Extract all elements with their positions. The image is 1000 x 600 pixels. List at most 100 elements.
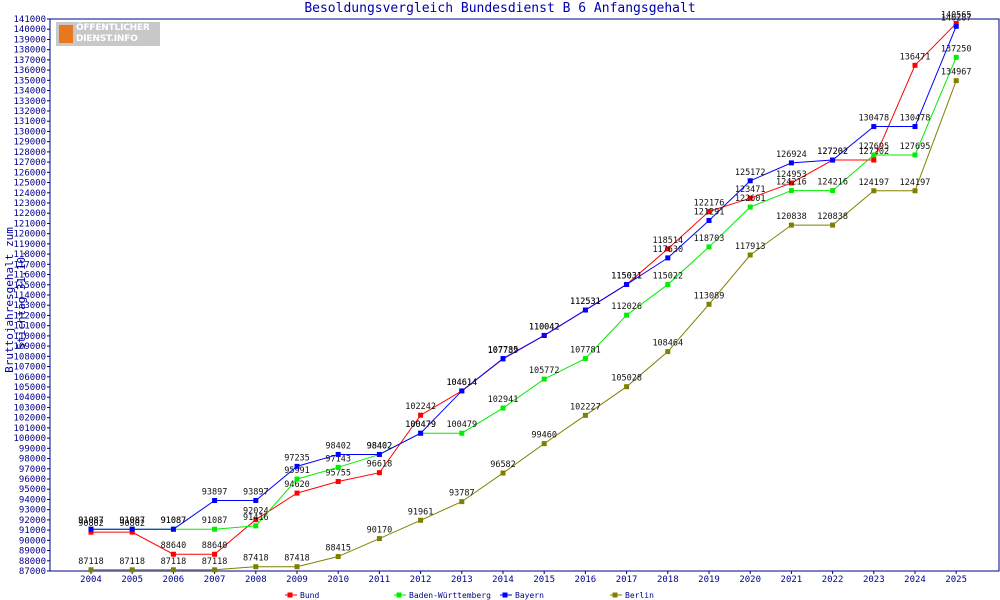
y-tick-label: 132000 <box>13 107 46 117</box>
data-point <box>294 476 300 482</box>
data-point <box>253 523 259 529</box>
data-label: 90170 <box>367 526 393 536</box>
x-tick-label: 2011 <box>369 575 391 585</box>
data-point <box>747 178 753 184</box>
data-label: 93787 <box>449 489 475 499</box>
data-label: 130478 <box>858 114 889 124</box>
y-tick-label: 124000 <box>13 189 46 199</box>
data-label: 118514 <box>652 236 683 246</box>
x-tick-label: 2012 <box>410 575 432 585</box>
data-label: 127202 <box>817 147 848 157</box>
data-point <box>294 490 300 496</box>
y-tick-label: 130000 <box>13 127 46 137</box>
x-tick-label: 2016 <box>575 575 597 585</box>
data-label: 98402 <box>367 441 393 451</box>
data-label: 104614 <box>446 378 477 388</box>
data-label: 110042 <box>529 322 560 332</box>
legend-marker <box>396 592 402 598</box>
data-label: 137250 <box>941 44 972 54</box>
data-label: 88640 <box>161 541 187 551</box>
data-point <box>624 312 630 318</box>
data-label: 92024 <box>243 507 269 517</box>
data-point <box>871 157 877 163</box>
data-point <box>88 526 94 532</box>
y-tick-label: 141000 <box>13 15 46 25</box>
data-label: 88415 <box>325 544 351 554</box>
data-label: 91087 <box>78 516 104 526</box>
site-logo: ÖFFENTLICHER DIENST.INFO <box>56 22 160 46</box>
logo-background <box>56 22 160 46</box>
y-tick-label: 128000 <box>13 148 46 158</box>
data-point <box>706 217 712 223</box>
data-label: 93897 <box>243 487 269 497</box>
data-label: 91087 <box>161 516 187 526</box>
y-tick-label: 135000 <box>13 76 46 86</box>
legend-item: Berlin <box>610 591 654 600</box>
y-tick-label: 97000 <box>19 465 46 475</box>
y-tick-label: 116000 <box>13 271 46 281</box>
data-point <box>706 301 712 307</box>
data-label: 115031 <box>611 271 642 281</box>
data-label: 120838 <box>776 212 807 222</box>
data-point <box>953 20 959 26</box>
data-point <box>253 564 259 570</box>
y-tick-label: 110000 <box>13 332 46 342</box>
data-label: 91087 <box>161 516 187 526</box>
data-label: 100479 <box>405 420 436 430</box>
data-point <box>212 551 218 557</box>
data-point <box>88 567 94 573</box>
y-tick-label: 109000 <box>13 342 46 352</box>
data-label: 97143 <box>325 454 351 464</box>
data-point <box>582 412 588 418</box>
x-tick-label: 2009 <box>286 575 308 585</box>
y-tick-label: 95000 <box>19 485 46 495</box>
series-4: 87118 87118 87118 87118 87418 87418 88415 90170… <box>78 68 972 573</box>
data-point <box>418 412 424 418</box>
data-label: 91087 <box>202 516 228 526</box>
x-tick-label: 2007 <box>204 575 226 585</box>
data-point <box>170 551 176 557</box>
data-label: 91087 <box>119 516 145 526</box>
data-label: 87418 <box>243 554 269 564</box>
data-label: 105772 <box>529 366 560 376</box>
x-tick-label: 2019 <box>698 575 720 585</box>
data-label: 122601 <box>735 194 766 204</box>
data-point <box>541 441 547 447</box>
x-tick-label: 2020 <box>739 575 761 585</box>
data-label: 91961 <box>408 507 434 517</box>
legend-marker <box>612 592 618 598</box>
data-label: 107739 <box>488 346 519 356</box>
x-tick-label: 2004 <box>80 575 102 585</box>
y-tick-label: 104000 <box>13 393 46 403</box>
data-label: 115022 <box>652 272 683 282</box>
chart-title: Besoldungsvergleich Bundesdienst B 6 Anf… <box>304 1 696 16</box>
data-point <box>747 204 753 210</box>
data-label: 136471 <box>900 52 931 62</box>
legend-item: Bayern <box>500 591 544 600</box>
y-tick-label: 115000 <box>13 281 46 291</box>
data-point <box>459 388 465 394</box>
data-label: 102227 <box>570 402 601 412</box>
data-label: 105028 <box>611 374 642 384</box>
series-line <box>91 26 957 530</box>
data-label: 117913 <box>735 242 766 252</box>
data-point <box>747 252 753 258</box>
data-label: 100479 <box>446 420 477 430</box>
data-label: 87118 <box>202 557 228 567</box>
data-point <box>830 222 836 228</box>
data-label: 124197 <box>900 178 931 188</box>
data-label: 134967 <box>941 68 972 78</box>
x-tick-label: 2006 <box>163 575 185 585</box>
series-line <box>91 80 957 571</box>
data-point <box>294 564 300 570</box>
y-tick-label: 134000 <box>13 87 46 97</box>
y-tick-label: 99000 <box>19 444 46 454</box>
y-tick-label: 111000 <box>13 322 46 332</box>
data-point <box>830 188 836 194</box>
logo-line-1: ÖFFENTLICHER <box>76 23 150 33</box>
data-label: 94620 <box>284 480 310 490</box>
x-axis-ticks: 2004 2005 2006 2007 2008 2009 2010 2011 2012 2013… <box>80 571 967 585</box>
data-point <box>335 554 341 560</box>
data-point <box>912 188 918 194</box>
